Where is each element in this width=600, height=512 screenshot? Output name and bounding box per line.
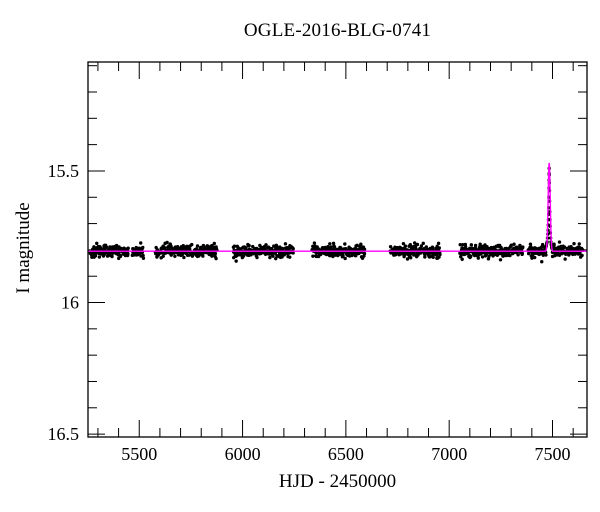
plot-frame bbox=[87, 61, 588, 438]
y-tick-labels: 15.5 16 16.5 bbox=[48, 161, 80, 444]
chart-title: OGLE-2016-BLG-0741 bbox=[243, 20, 432, 41]
y-axis-label: I magnitude bbox=[13, 202, 34, 294]
x-tick-labels: 5500 6000 6500 7000 7500 bbox=[121, 444, 570, 464]
data-points bbox=[88, 166, 585, 264]
y-tick-label: 15.5 bbox=[48, 161, 80, 181]
x-tick-label: 7500 bbox=[535, 444, 571, 464]
x-axis-label: HJD - 2450000 bbox=[278, 471, 397, 492]
x-tick-label: 5500 bbox=[121, 444, 157, 464]
y-tick-label: 16.5 bbox=[48, 424, 80, 444]
x-tick-label: 6500 bbox=[328, 444, 364, 464]
x-tick-label: 6000 bbox=[225, 444, 261, 464]
x-tick-label: 7000 bbox=[431, 444, 467, 464]
y-ticks bbox=[88, 65, 587, 435]
y-tick-label: 16 bbox=[61, 293, 79, 313]
x-ticks bbox=[97, 62, 574, 437]
model-curve bbox=[88, 162, 587, 252]
